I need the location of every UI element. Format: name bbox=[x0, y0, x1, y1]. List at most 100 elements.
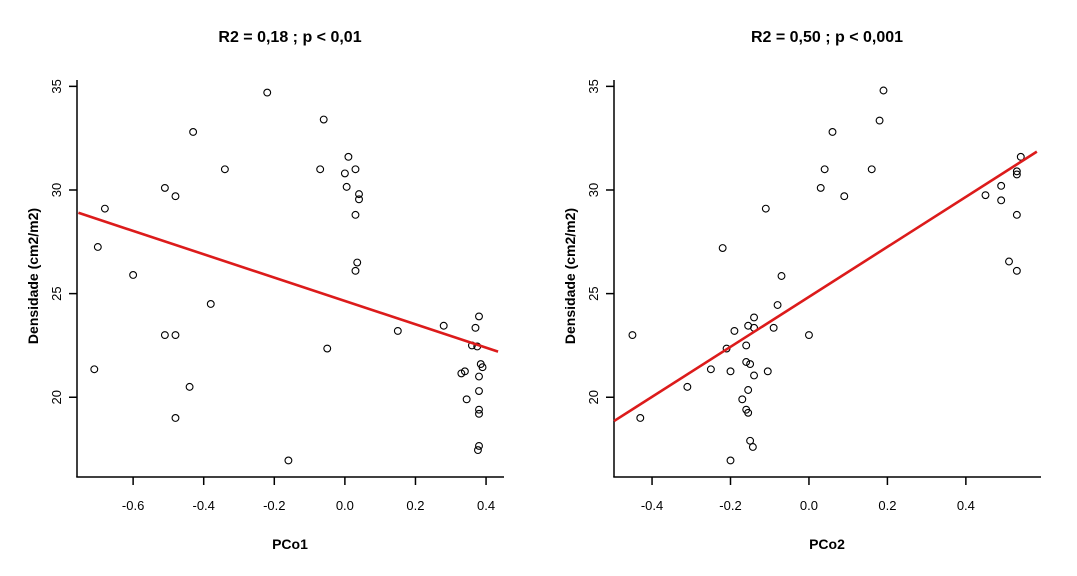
data-point bbox=[475, 441, 483, 450]
data-point bbox=[777, 272, 786, 280]
x-axis-label: PCo2 bbox=[809, 536, 845, 552]
data-point bbox=[875, 116, 884, 125]
data-point bbox=[1016, 152, 1025, 161]
x-tick-label: -0.2 bbox=[719, 498, 741, 513]
data-point bbox=[475, 312, 483, 321]
data-point bbox=[805, 331, 813, 340]
data-point bbox=[750, 313, 758, 322]
x-tick-label: -0.4 bbox=[641, 498, 663, 513]
data-point bbox=[355, 190, 363, 199]
data-point bbox=[761, 204, 770, 213]
data-point bbox=[478, 363, 487, 372]
x-axis-label: PCo1 bbox=[272, 536, 308, 552]
y-axis-label: Densidade (cm2/m2) bbox=[562, 208, 578, 344]
data-point bbox=[1012, 266, 1021, 275]
data-point bbox=[997, 181, 1006, 190]
y-tick-label: 35 bbox=[586, 79, 601, 93]
data-point bbox=[185, 382, 194, 391]
data-point bbox=[263, 88, 272, 97]
data-point bbox=[93, 243, 102, 251]
y-tick-label: 35 bbox=[49, 79, 64, 93]
data-point bbox=[90, 365, 99, 374]
data-point bbox=[1012, 170, 1021, 179]
scatter-panel-right: R2 = 0,50 ; p < 0,001 -0.4 -0.2 0.0 0.2 0.4 20… bbox=[562, 29, 1041, 552]
data-point bbox=[100, 204, 109, 213]
data-point bbox=[460, 367, 469, 376]
data-point bbox=[189, 128, 198, 136]
data-point bbox=[471, 323, 480, 332]
panel-title: R2 = 0,18 ; p < 0,01 bbox=[218, 29, 361, 46]
data-point bbox=[718, 244, 727, 252]
data-point bbox=[742, 341, 751, 350]
y-tick-label: 30 bbox=[586, 183, 601, 197]
data-point bbox=[1012, 167, 1021, 176]
data-point bbox=[353, 258, 362, 267]
data-point bbox=[344, 152, 353, 161]
data-point bbox=[816, 183, 825, 192]
data-point bbox=[475, 372, 483, 381]
scatter-panel-left: R2 = 0,18 ; p < 0,01 -0.6 -0.4 -0.2 0.0 0.2 0.… bbox=[25, 29, 504, 552]
trend-line bbox=[613, 150, 1038, 423]
data-point bbox=[879, 86, 888, 95]
panel-title: R2 = 0,50 ; p < 0,001 bbox=[751, 29, 903, 46]
data-point bbox=[1005, 257, 1013, 266]
data-point bbox=[738, 395, 747, 404]
data-point bbox=[351, 165, 360, 174]
data-point bbox=[342, 182, 351, 191]
y-tick-label: 20 bbox=[586, 390, 601, 404]
data-point bbox=[867, 165, 876, 174]
x-tick-label: -0.4 bbox=[193, 498, 215, 513]
data-point bbox=[323, 344, 332, 353]
y-axis-label: Densidade (cm2/m2) bbox=[25, 208, 41, 344]
x-tick-label: 0.0 bbox=[336, 498, 354, 513]
data-point bbox=[319, 115, 328, 124]
x-tick-label: 0.2 bbox=[406, 498, 424, 513]
data-point bbox=[748, 443, 757, 451]
data-point bbox=[475, 387, 483, 395]
data-point bbox=[628, 331, 637, 340]
data-point bbox=[997, 196, 1006, 205]
x-tick-label: 0.2 bbox=[878, 498, 896, 513]
data-point bbox=[171, 192, 180, 201]
data-point bbox=[393, 326, 402, 335]
data-point bbox=[763, 367, 772, 376]
data-point bbox=[160, 331, 169, 340]
data-point bbox=[160, 183, 169, 192]
data-point bbox=[1012, 210, 1021, 219]
data-point bbox=[206, 300, 215, 308]
data-point bbox=[683, 382, 692, 391]
data-point bbox=[171, 414, 180, 422]
data-point bbox=[171, 331, 180, 340]
data-point bbox=[220, 165, 229, 174]
x-tick-label: 0.0 bbox=[800, 498, 818, 513]
data-point bbox=[744, 386, 753, 394]
data-point bbox=[439, 321, 448, 330]
data-point bbox=[316, 165, 325, 174]
data-point bbox=[340, 169, 349, 178]
x-tick-label: 0.4 bbox=[477, 498, 495, 513]
data-point bbox=[769, 323, 778, 332]
y-tick-label: 25 bbox=[586, 286, 601, 300]
data-point bbox=[351, 210, 360, 219]
data-point bbox=[744, 408, 753, 417]
data-point bbox=[730, 326, 739, 335]
data-point bbox=[475, 405, 483, 414]
x-tick-label: -0.2 bbox=[263, 498, 285, 513]
data-point bbox=[746, 360, 755, 369]
y-tick-label: 30 bbox=[49, 183, 64, 197]
data-point bbox=[706, 365, 715, 374]
data-point bbox=[473, 446, 482, 455]
data-point bbox=[284, 456, 293, 465]
data-point bbox=[820, 165, 829, 174]
data-point bbox=[351, 266, 360, 275]
data-point bbox=[742, 358, 751, 366]
data-point bbox=[129, 271, 138, 279]
x-tick-label: 0.4 bbox=[957, 498, 975, 513]
x-tick-label: -0.6 bbox=[122, 498, 144, 513]
data-point bbox=[475, 409, 483, 418]
data-point bbox=[355, 195, 363, 204]
trend-line bbox=[78, 211, 499, 353]
data-point bbox=[726, 456, 735, 465]
